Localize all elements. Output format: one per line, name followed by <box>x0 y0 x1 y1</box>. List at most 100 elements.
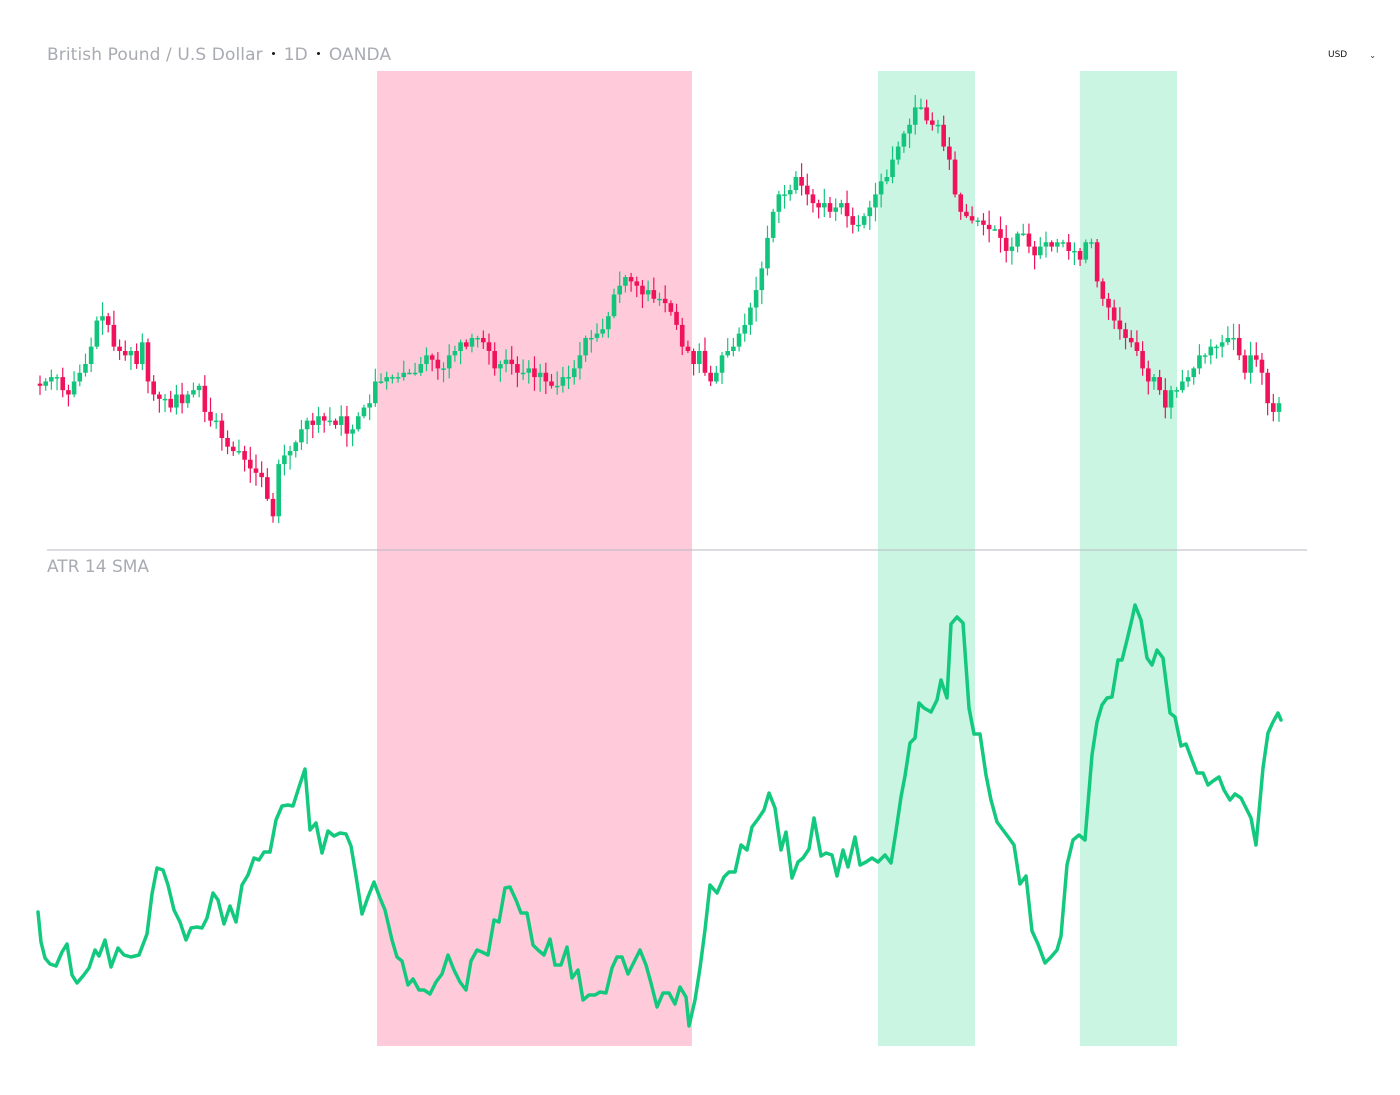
candle-down <box>247 459 253 469</box>
candle-down <box>1111 307 1117 321</box>
candle-up <box>839 203 844 208</box>
candle-up <box>884 177 890 182</box>
candle-up <box>276 464 282 517</box>
candle-up <box>49 377 54 382</box>
candle-up <box>43 381 48 386</box>
candle-down <box>549 381 554 386</box>
candle-down <box>1145 368 1151 382</box>
candle-down <box>651 290 657 299</box>
candle-down <box>930 120 935 125</box>
candle-up <box>975 220 981 222</box>
candle-up <box>475 337 480 340</box>
candle-down <box>816 203 821 208</box>
candle-up <box>71 381 77 395</box>
candle-up <box>1168 390 1174 408</box>
candle-up <box>623 277 628 286</box>
candle-down <box>1236 337 1242 356</box>
candle-up <box>54 377 60 379</box>
candle-down <box>1003 237 1009 251</box>
candle-up <box>1202 355 1208 357</box>
candle-down <box>253 468 259 473</box>
candle-down <box>486 342 492 351</box>
candle-up <box>935 124 941 127</box>
candle-up <box>1208 346 1214 356</box>
candle-up <box>782 194 787 196</box>
candle-down <box>219 420 225 438</box>
candle-down <box>679 324 685 347</box>
candle-down <box>270 498 276 517</box>
candle-down <box>310 420 316 425</box>
candle-up <box>407 372 412 375</box>
candle-up <box>236 451 242 453</box>
currency-selector[interactable]: USD ⌄ <box>1328 50 1376 60</box>
candle-down <box>429 355 435 360</box>
candle-up <box>918 107 924 109</box>
candle-down <box>708 372 713 382</box>
candle-up <box>1015 233 1020 247</box>
candle-up <box>412 372 418 375</box>
candle-up <box>1180 381 1185 391</box>
candle-up <box>833 207 838 212</box>
candle-up <box>696 351 702 365</box>
candle-up <box>748 307 753 325</box>
candle-down <box>1066 242 1072 251</box>
candle-up <box>367 403 372 408</box>
candle-down <box>259 472 264 478</box>
candle-down <box>242 451 247 460</box>
candle-down <box>1242 355 1248 373</box>
candle-down <box>122 351 128 356</box>
candle-up <box>441 368 446 370</box>
candle-up <box>714 372 719 382</box>
candle-down <box>668 303 674 312</box>
candle-down <box>492 351 497 369</box>
candle-up <box>1225 337 1231 343</box>
candle-down <box>1117 320 1123 330</box>
candle-up <box>856 224 861 227</box>
candle-down <box>952 159 958 195</box>
candle-down <box>986 224 992 230</box>
atr-line <box>36 603 1283 1028</box>
candle-down <box>1134 342 1140 351</box>
volatility-band <box>878 71 975 1046</box>
candle-up <box>1072 250 1077 253</box>
candle-up <box>907 124 912 134</box>
candle-down <box>964 211 969 217</box>
interval-label[interactable]: 1D <box>283 45 308 65</box>
candle-up <box>560 377 566 386</box>
candle-down <box>1128 337 1134 343</box>
candle-up <box>350 429 355 434</box>
candle-up <box>282 455 287 465</box>
candle-up <box>878 181 884 195</box>
currency-value: USD <box>1328 50 1348 60</box>
candle-up <box>822 203 827 208</box>
candle-down <box>850 216 856 225</box>
candle-down <box>168 398 174 408</box>
candle-up <box>338 416 344 425</box>
candle-up <box>100 316 105 321</box>
candle-up <box>1037 246 1043 256</box>
candle-down <box>941 124 946 147</box>
candle-down <box>60 377 66 391</box>
candle-up <box>787 190 793 195</box>
candle-up <box>191 390 196 395</box>
candle-down <box>225 438 230 447</box>
candle-down <box>1163 390 1168 408</box>
candle-up <box>588 337 594 340</box>
candle-up <box>327 420 333 423</box>
candle-up <box>94 320 100 347</box>
candle-up <box>537 372 543 378</box>
candle-up <box>571 368 577 378</box>
candle-up <box>554 385 560 388</box>
candle-down <box>179 394 185 404</box>
candle-down <box>1100 281 1106 299</box>
candle-up <box>895 146 901 160</box>
candle-down <box>799 177 804 186</box>
candle-up <box>469 337 475 347</box>
candle-down <box>691 351 696 365</box>
candle-down <box>202 385 208 412</box>
candle-down <box>435 359 441 369</box>
candle-up <box>293 442 299 452</box>
chevron-down-icon: ⌄ <box>1369 50 1376 60</box>
candle-up <box>719 355 725 373</box>
